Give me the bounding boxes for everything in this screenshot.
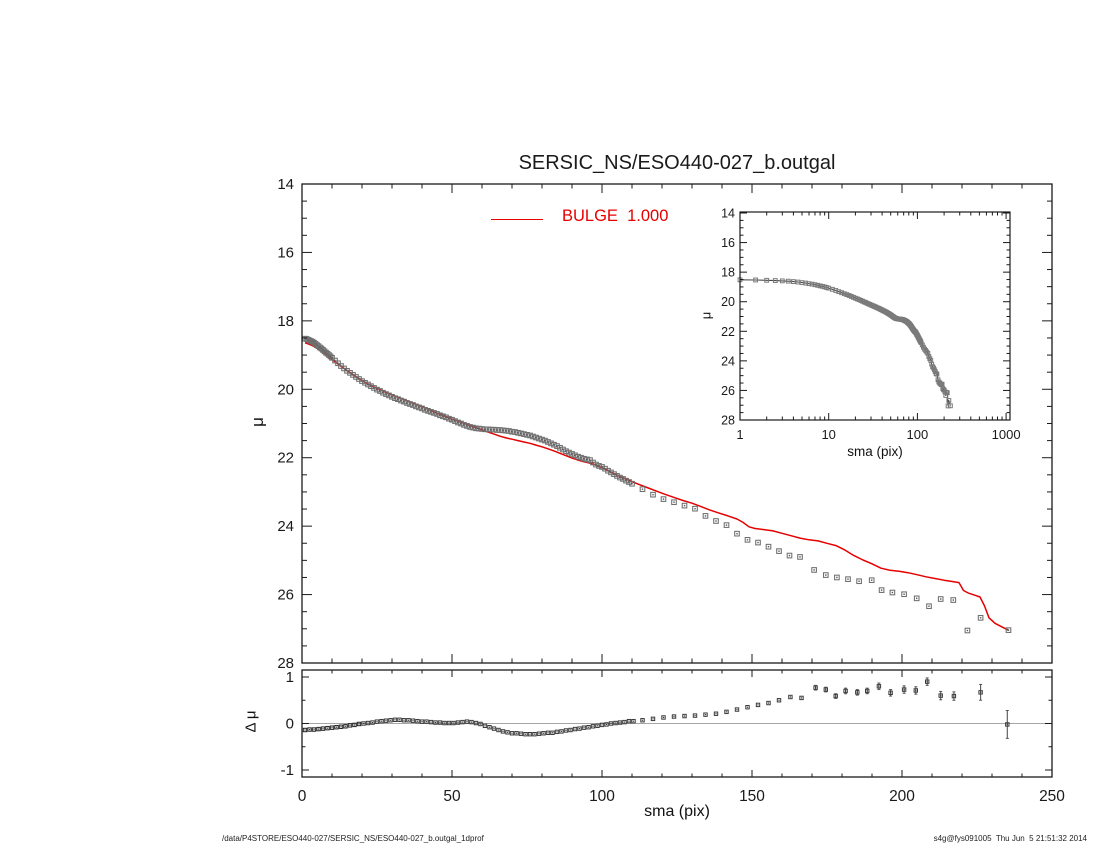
svg-text:250: 250 [1039, 788, 1065, 805]
legend-model-label: BULGE 1.000 [562, 207, 669, 225]
svg-text:18: 18 [721, 266, 735, 280]
svg-text:50: 50 [443, 788, 461, 805]
svg-text:10: 10 [821, 427, 835, 442]
svg-text:24: 24 [721, 354, 735, 368]
svg-text:14: 14 [277, 176, 294, 193]
svg-text:22: 22 [721, 325, 735, 339]
svg-text:20: 20 [721, 295, 735, 309]
main-y-axis-label: μ [248, 417, 267, 427]
svg-text:-1: -1 [281, 762, 294, 779]
residual-y-axis-label: Δ μ [242, 710, 260, 733]
svg-text:22: 22 [277, 450, 294, 467]
svg-text:1000: 1000 [992, 427, 1021, 442]
svg-text:150: 150 [739, 788, 765, 805]
svg-text:28: 28 [277, 655, 294, 672]
svg-text:24: 24 [277, 518, 294, 535]
chart-title: SERSIC_NS/ESO440-027_b.outgal [518, 152, 836, 174]
svg-text:28: 28 [721, 414, 735, 428]
svg-text:20: 20 [277, 381, 294, 398]
svg-text:16: 16 [277, 244, 294, 261]
legend-model-line-swatch [491, 219, 543, 220]
svg-text:14: 14 [721, 207, 735, 221]
svg-text:18: 18 [277, 313, 294, 330]
svg-text:100: 100 [589, 788, 615, 805]
x-axis-label: sma (pix) [644, 803, 710, 820]
svg-text:1: 1 [286, 669, 294, 686]
svg-text:26: 26 [277, 587, 294, 604]
output-file-path: /data/P4STORE/ESO440-027/SERSIC_NS/ESO44… [222, 834, 484, 843]
user-timestamp: s4g@fys091005 Thu Jun 5 21:51:32 2014 [933, 834, 1087, 843]
svg-text:200: 200 [889, 788, 915, 805]
svg-text:0: 0 [298, 788, 307, 805]
inset-y-axis-label: μ [698, 311, 714, 320]
svg-text:0: 0 [286, 716, 294, 733]
inset-x-axis-label: sma (pix) [847, 444, 903, 459]
svg-text:100: 100 [907, 427, 929, 442]
svg-text:16: 16 [721, 236, 735, 250]
svg-text:1: 1 [736, 427, 743, 442]
svg-text:26: 26 [721, 384, 735, 398]
